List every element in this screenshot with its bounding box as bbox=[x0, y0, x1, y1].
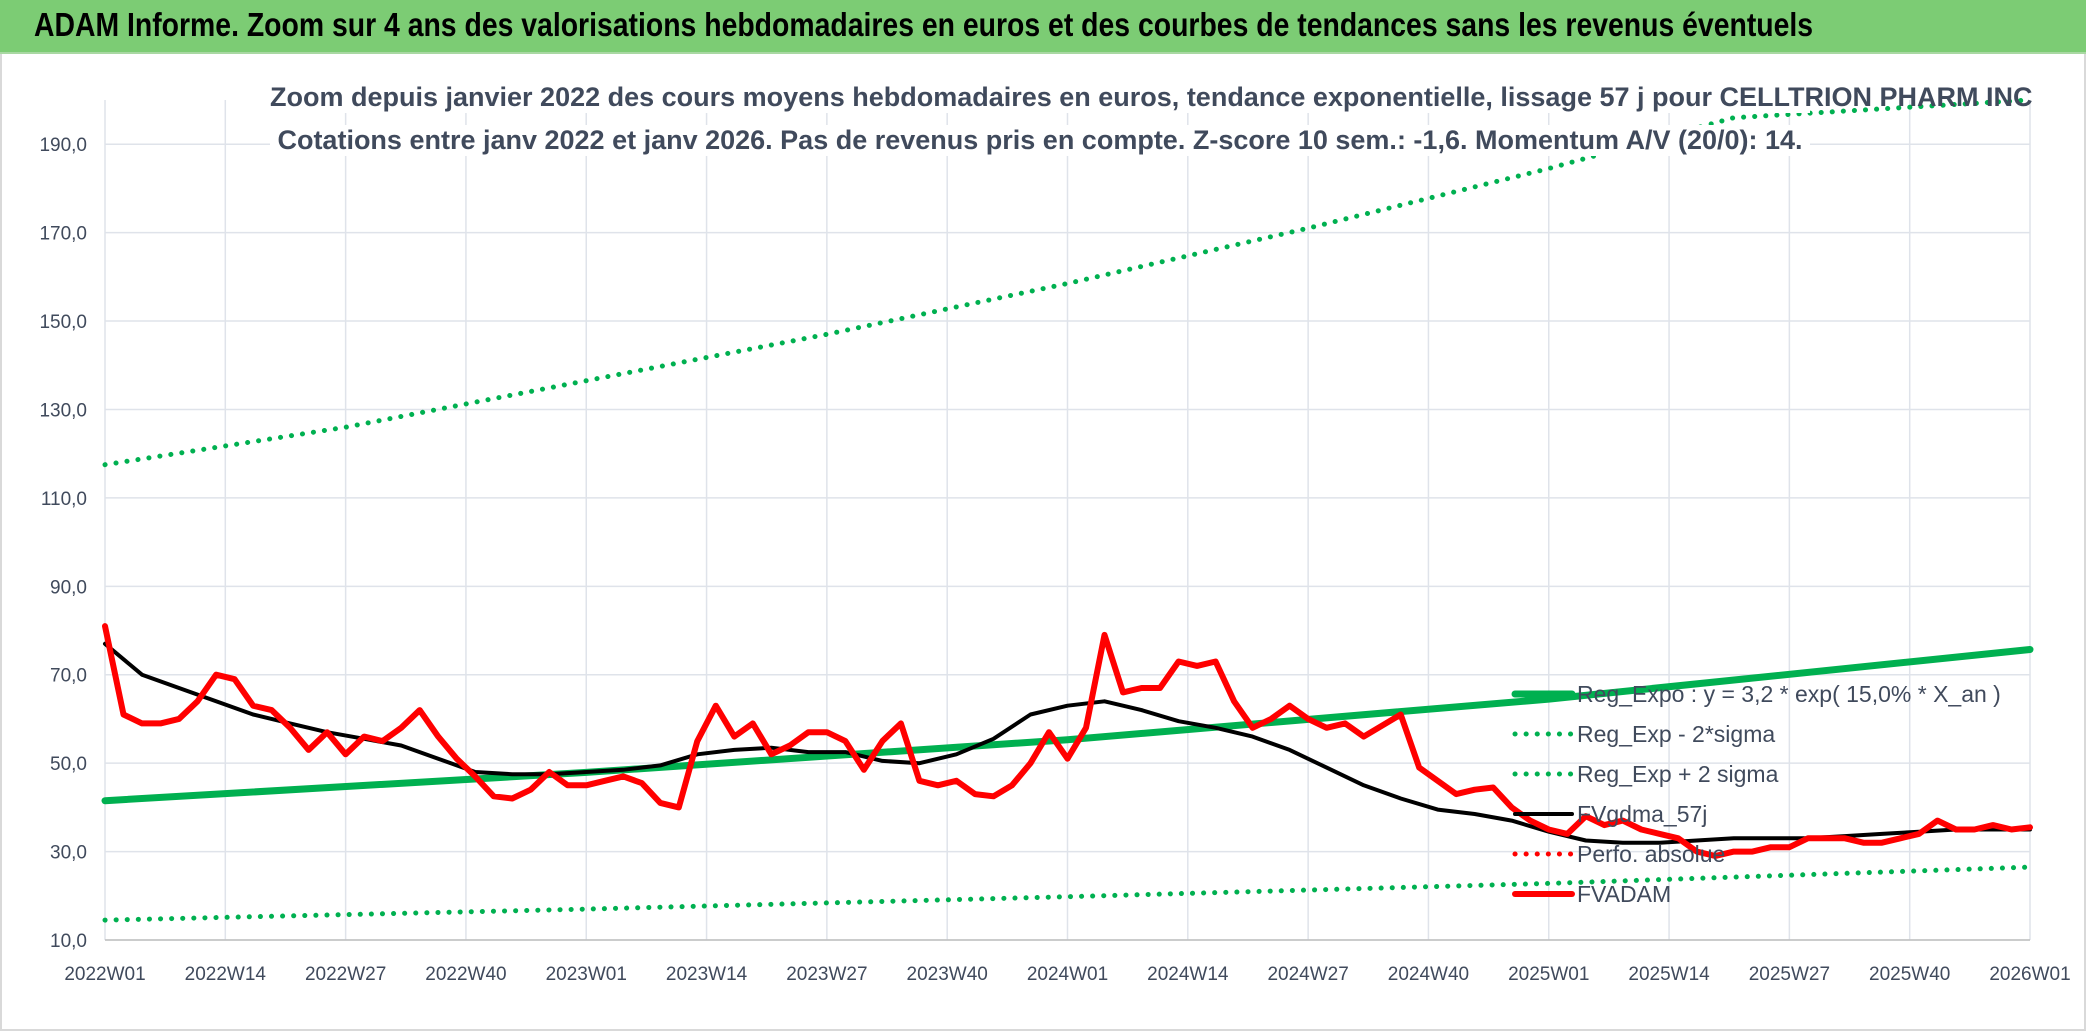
y-tick-label: 10,0 bbox=[50, 931, 87, 952]
x-tick-label: 2024W14 bbox=[1147, 964, 1229, 985]
y-tick-label: 130,0 bbox=[39, 400, 87, 421]
report-banner: ADAM Informe. Zoom sur 4 ans des valoris… bbox=[0, 0, 2086, 54]
x-tick-label: 2024W40 bbox=[1388, 964, 1469, 985]
y-tick-label: 30,0 bbox=[50, 843, 87, 864]
x-tick-label: 2022W27 bbox=[305, 964, 386, 985]
series-line-3 bbox=[103, 641, 2032, 845]
chart-title: Zoom depuis janvier 2022 des cours moyen… bbox=[270, 82, 2033, 113]
x-tick-label: 2022W14 bbox=[185, 964, 267, 985]
legend-label-3: FVgdma_57j bbox=[1577, 801, 1707, 827]
y-tick-label: 190,0 bbox=[39, 135, 87, 156]
chart-legend: Reg_Expo : y = 3,2 * exp( 15,0% * X_an )… bbox=[1511, 681, 2001, 907]
legend-label-4: Perfo. absolue bbox=[1577, 841, 1725, 867]
x-tick-label: 2023W40 bbox=[907, 964, 988, 985]
legend-label-2: Reg_Exp + 2 sigma bbox=[1577, 761, 1779, 787]
series-line-5 bbox=[102, 623, 2033, 859]
x-tick-label: 2025W14 bbox=[1628, 964, 1710, 985]
y-axis-tick-labels: 10,0 30,0 50,0 70,0 90,0 110,0 130,0 150,0 170,0… bbox=[39, 135, 87, 952]
y-tick-label: 50,0 bbox=[50, 754, 87, 775]
chart-series-lines bbox=[101, 97, 2034, 923]
legend-label-0: Reg_Expo : y = 3,2 * exp( 15,0% * X_an ) bbox=[1577, 681, 2001, 707]
y-tick-label: 110,0 bbox=[41, 489, 87, 510]
x-tick-label: 2026W01 bbox=[1989, 964, 2070, 985]
x-tick-label: 2022W40 bbox=[425, 964, 506, 985]
y-tick-label: 90,0 bbox=[50, 577, 87, 598]
x-tick-label: 2022W01 bbox=[64, 964, 145, 985]
x-axis-tick-labels: 2022W01 2022W14 2022W27 2022W40 2023W01 2023W… bbox=[64, 964, 2070, 985]
chart-subtitle: Cotations entre janv 2022 et janv 2026. … bbox=[270, 125, 1810, 156]
x-tick-label: 2024W01 bbox=[1027, 964, 1108, 985]
y-tick-label: 70,0 bbox=[50, 666, 87, 687]
series-line-1 bbox=[102, 864, 2033, 923]
y-tick-label: 170,0 bbox=[39, 224, 87, 245]
x-tick-label: 2025W27 bbox=[1749, 964, 1830, 985]
legend-label-5: FVADAM bbox=[1577, 881, 1671, 907]
x-tick-label: 2025W01 bbox=[1508, 964, 1589, 985]
x-tick-label: 2024W27 bbox=[1267, 964, 1348, 985]
y-tick-label: 150,0 bbox=[39, 312, 87, 333]
series-line-0 bbox=[101, 646, 2034, 805]
x-tick-label: 2023W14 bbox=[666, 964, 748, 985]
x-tick-label: 2025W40 bbox=[1869, 964, 1950, 985]
report-banner-title: ADAM Informe. Zoom sur 4 ans des valoris… bbox=[34, 6, 1814, 43]
x-tick-label: 2023W01 bbox=[546, 964, 627, 985]
x-tick-label: 2023W27 bbox=[786, 964, 867, 985]
chart-gridlines bbox=[104, 100, 2031, 941]
legend-label-1: Reg_Exp - 2*sigma bbox=[1577, 721, 1775, 747]
